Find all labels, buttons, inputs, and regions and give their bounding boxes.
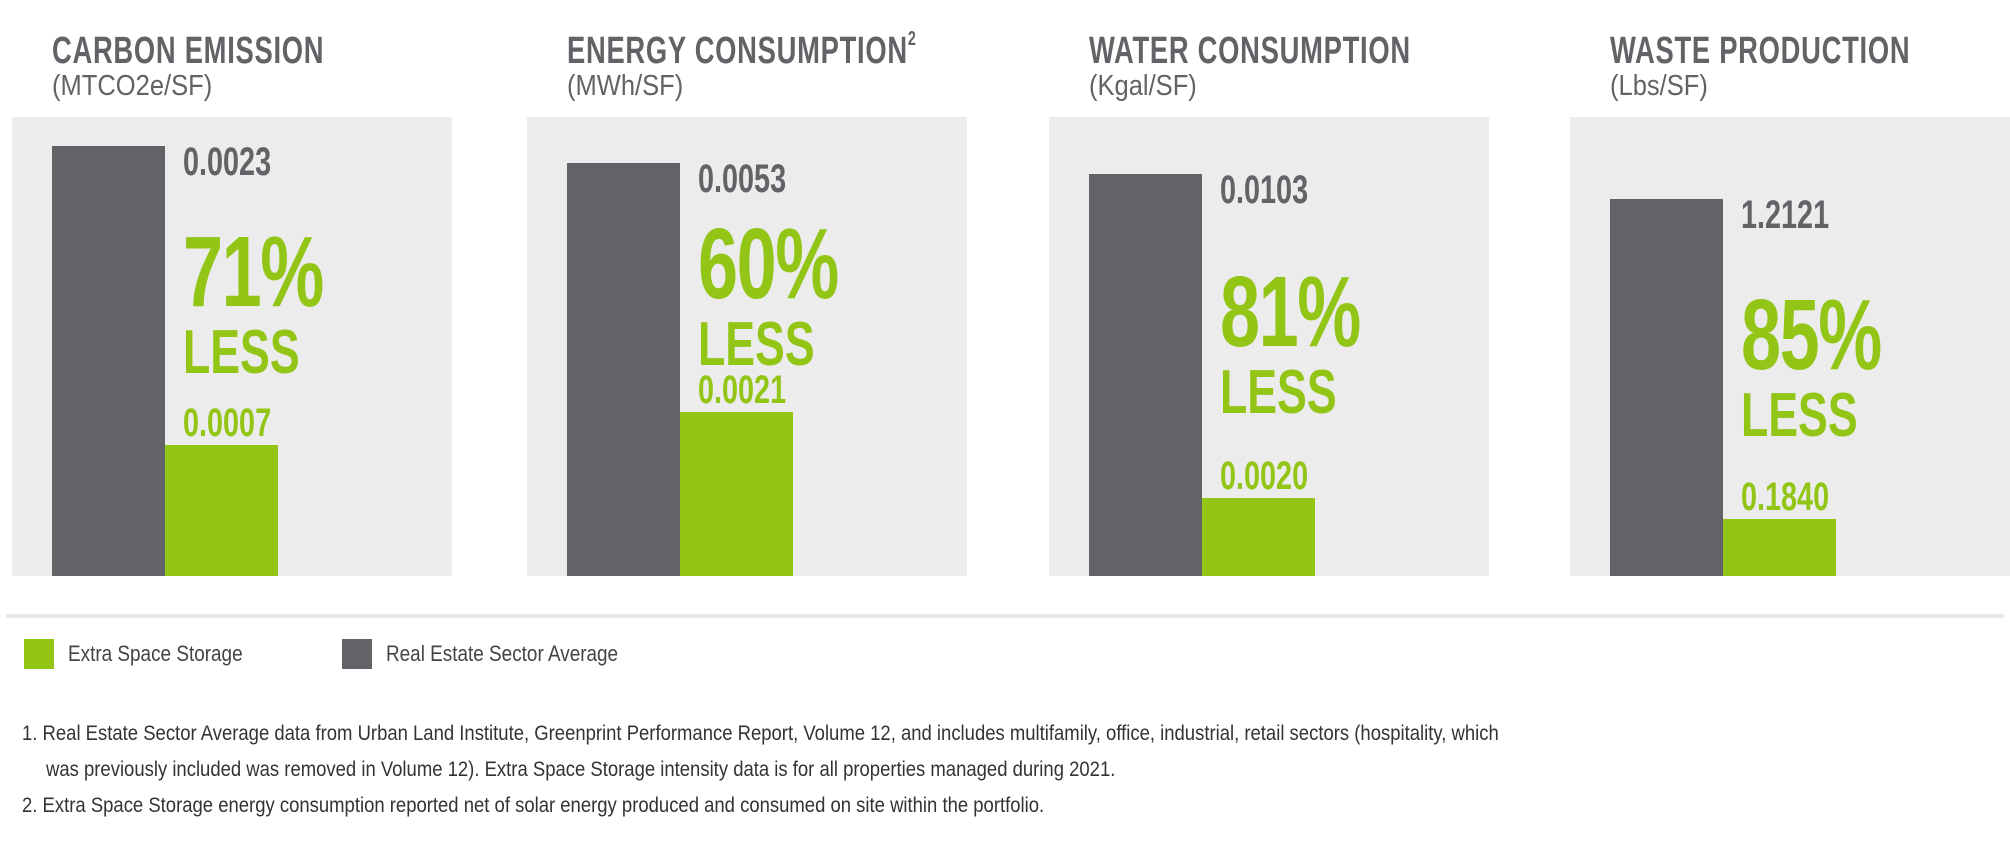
reduction-callout: 71% LESS <box>183 215 324 387</box>
reduction-percent: 71% <box>183 215 324 328</box>
chart-unit: (MWh/SF) <box>567 70 684 102</box>
chart-water-consumption: WATER CONSUMPTION (Kgal/SF) 0.0103 0.002… <box>1049 0 1489 580</box>
legend-item-extra-space-storage: Extra Space Storage <box>24 639 271 669</box>
legend-swatch-green <box>24 639 54 669</box>
chart-carbon-emission: CARBON EMISSION (MTCO2e/SF) 0.0023 0.000… <box>12 0 452 580</box>
chart-waste-production: WASTE PRODUCTION (Lbs/SF) 1.2121 0.1840 … <box>1570 0 2010 580</box>
bar-sector-average <box>1610 199 1723 576</box>
value-label-sector-average: 0.0023 <box>183 140 272 184</box>
reduction-label: LESS <box>1220 357 1337 427</box>
reduction-label: LESS <box>698 309 815 379</box>
divider <box>6 614 2004 618</box>
value-label-extra-space-storage: 0.0021 <box>698 368 787 413</box>
reduction-label: LESS <box>183 317 300 387</box>
chart-energy-consumption: ENERGY CONSUMPTION2 (MWh/SF) 0.0053 0.00… <box>527 0 967 580</box>
chart-panel: 1.2121 0.1840 85% LESS <box>1570 117 2010 576</box>
reduction-label: LESS <box>1741 380 1858 450</box>
bar-extra-space-storage <box>680 412 793 576</box>
chart-panel: 0.0053 0.0021 60% LESS <box>527 117 967 576</box>
value-label-extra-space-storage: 0.1840 <box>1741 474 1830 519</box>
value-label-extra-space-storage: 0.0007 <box>183 401 272 446</box>
value-label-sector-average: 1.2121 <box>1741 193 1830 237</box>
footnote-1: 1. Real Estate Sector Average data from … <box>22 722 1499 745</box>
legend-swatch-gray <box>342 639 372 669</box>
chart-title: ENERGY CONSUMPTION2 <box>567 28 917 72</box>
reduction-callout: 81% LESS <box>1220 255 1361 427</box>
reduction-percent: 85% <box>1741 278 1882 391</box>
chart-panel: 0.0023 0.0007 71% LESS <box>12 117 452 576</box>
chart-title: WASTE PRODUCTION <box>1610 30 1911 72</box>
reduction-percent: 60% <box>698 207 839 320</box>
bar-extra-space-storage <box>1723 518 1836 576</box>
bar-sector-average <box>1089 174 1202 576</box>
footnote-2: 2. Extra Space Storage energy consumptio… <box>22 794 1045 817</box>
value-label-sector-average: 0.0103 <box>1220 168 1309 212</box>
reduction-callout: 85% LESS <box>1741 278 1882 450</box>
footnote-marker: 2 <box>907 28 917 50</box>
value-label-extra-space-storage: 0.0020 <box>1220 453 1309 498</box>
reduction-callout: 60% LESS <box>698 207 839 379</box>
chart-unit: (MTCO2e/SF) <box>52 70 213 102</box>
bar-sector-average <box>567 163 680 576</box>
reduction-percent: 81% <box>1220 255 1361 368</box>
footnote-1-continued: was previously included was removed in V… <box>46 758 1116 781</box>
legend-item-sector-average: Real Estate Sector Average <box>342 639 656 669</box>
bar-extra-space-storage <box>165 445 278 576</box>
legend-label: Real Estate Sector Average <box>386 641 619 666</box>
chart-panel: 0.0103 0.0020 81% LESS <box>1049 117 1489 576</box>
chart-title: CARBON EMISSION <box>52 30 325 72</box>
chart-title: WATER CONSUMPTION <box>1089 30 1411 72</box>
value-label-sector-average: 0.0053 <box>698 157 787 201</box>
chart-unit: (Kgal/SF) <box>1089 70 1197 102</box>
chart-unit: (Lbs/SF) <box>1610 70 1708 102</box>
bar-extra-space-storage <box>1202 497 1315 576</box>
bar-sector-average <box>52 146 165 576</box>
legend-label: Extra Space Storage <box>68 641 243 666</box>
